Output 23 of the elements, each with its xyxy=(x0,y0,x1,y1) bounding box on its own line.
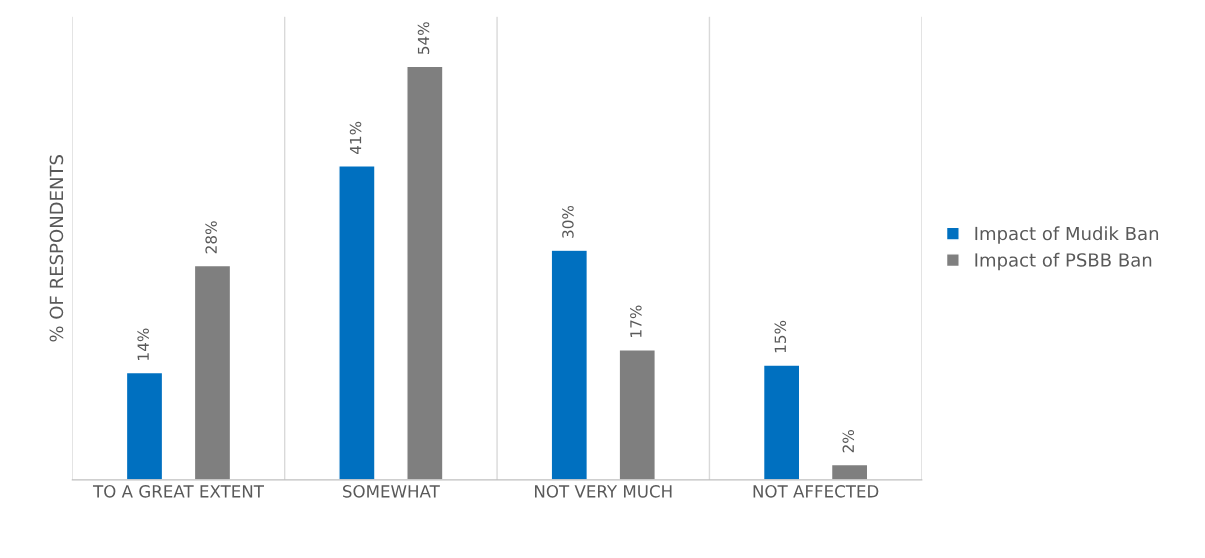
data-label: 2% xyxy=(842,430,855,453)
x-tick-label: NOT AFFECTED xyxy=(753,485,879,498)
data-label: 14% xyxy=(137,328,149,360)
bar xyxy=(125,371,164,480)
data-label: 28% xyxy=(205,221,217,254)
x-tick-label: SOMEWHAT xyxy=(343,485,440,498)
data-label: 15% xyxy=(774,320,787,353)
x-tick-label: NOT VERY MUCH xyxy=(535,485,672,498)
bar xyxy=(618,349,656,480)
bar xyxy=(406,65,444,480)
y-axis-title: % OF RESPONDENTS xyxy=(49,155,64,342)
data-label: 17% xyxy=(630,305,642,337)
data-label: 41% xyxy=(349,121,362,155)
x-tick-label: TO A GREAT EXTENT xyxy=(92,485,264,498)
legend-label: Impact of Mudik Ban xyxy=(975,226,1159,244)
legend-label: Impact of PSBB Ban xyxy=(975,252,1152,271)
bar xyxy=(830,463,869,480)
bar xyxy=(193,264,232,480)
data-label: 54% xyxy=(417,22,430,55)
data-label: 30% xyxy=(562,205,574,238)
bar xyxy=(550,249,589,480)
bar xyxy=(762,364,801,480)
bar xyxy=(338,165,376,480)
